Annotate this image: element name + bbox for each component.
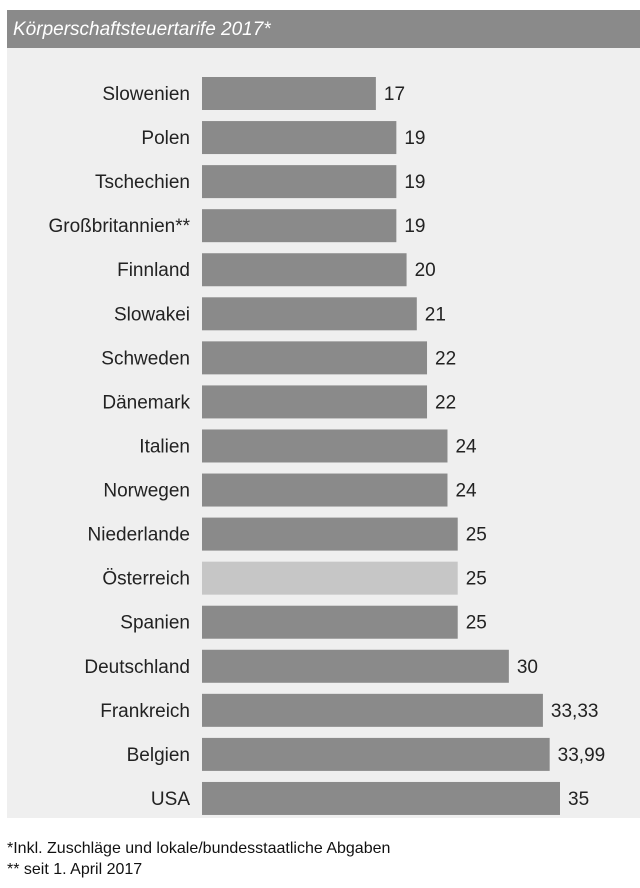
category-label: Slowenien [102,84,190,105]
category-label: Polen [141,128,190,149]
value-label: 19 [404,128,425,149]
footnotes: *Inkl. Zuschläge und lokale/bundesstaatl… [7,838,637,880]
category-label: USA [151,789,190,810]
bar [202,605,458,639]
bar [202,737,550,771]
category-label: Tschechien [95,172,190,193]
bar [202,209,397,243]
bar [202,781,560,815]
category-label: Österreich [102,569,190,590]
category-label: Großbritannien** [48,216,190,237]
bar [202,473,448,507]
value-label: 24 [455,436,477,457]
value-label: 33,33 [551,701,599,722]
chart-frame: Körperschaftsteuertarife 2017* Slowenien… [7,10,640,818]
category-label: Slowakei [114,304,190,325]
bar [202,517,458,551]
value-label: 19 [404,172,425,193]
category-label: Spanien [120,613,190,634]
bar [202,165,397,199]
footnote-2: ** seit 1. April 2017 [7,861,143,878]
value-label: 22 [435,392,456,413]
value-label: 19 [404,216,425,237]
category-label: Belgien [127,745,190,766]
chart-title: Körperschaftsteuertarife 2017* [13,19,271,40]
category-label: Schweden [101,348,190,369]
category-label: Finnland [117,260,190,281]
value-label: 22 [435,348,456,369]
value-label: 25 [466,613,487,634]
bar [202,253,407,287]
value-label: 21 [425,304,446,325]
value-label: 25 [466,525,487,546]
category-label: Italien [139,436,190,457]
bar [202,693,543,727]
category-label: Dänemark [102,392,190,413]
bar [202,385,428,419]
category-label: Niederlande [88,525,190,546]
bar-chart: Slowenien 17 Polen 19 Tschechien 19 Großbritan… [48,77,606,815]
bar [202,561,458,595]
bar [202,341,428,375]
category-label: Norwegen [103,481,190,502]
title-bar: Körperschaftsteuertarife 2017* [7,10,640,48]
bar [202,429,448,463]
value-label: 25 [466,569,487,590]
value-label: 20 [415,260,436,281]
footnote-1: *Inkl. Zuschläge und lokale/bundesstaatl… [7,840,391,857]
value-label: 35 [568,789,589,810]
bar [202,77,376,110]
bar [202,297,417,331]
value-label: 17 [384,84,405,105]
value-label: 33,99 [558,745,606,766]
value-label: 24 [455,481,477,502]
category-label: Frankreich [100,701,190,722]
bar [202,649,509,683]
bar [202,121,397,155]
value-label: 30 [517,657,538,678]
category-label: Deutschland [84,657,190,678]
